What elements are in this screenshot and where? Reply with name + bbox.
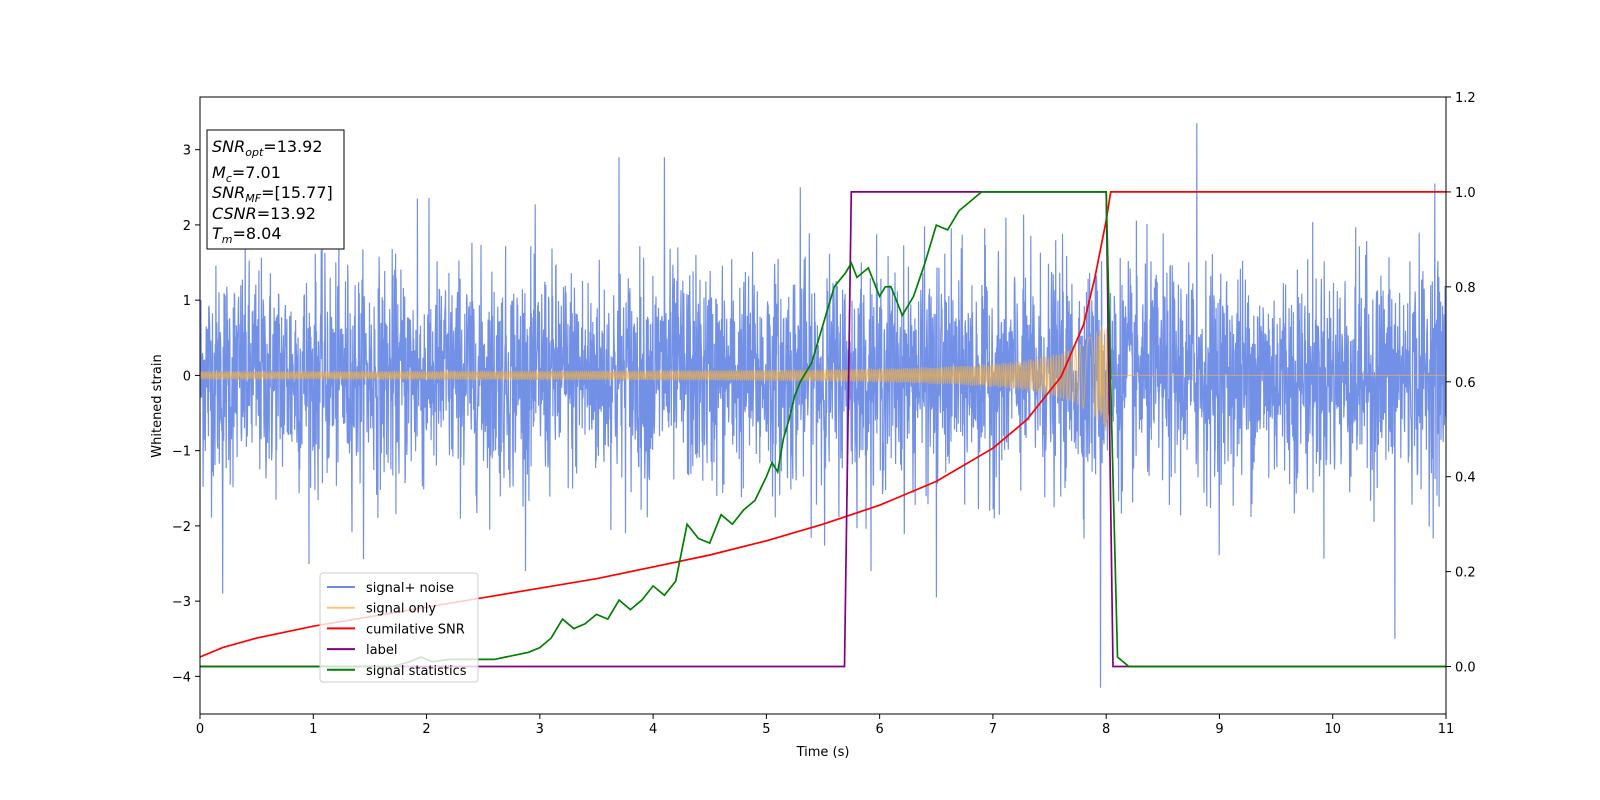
y-tick-label: −1: [172, 445, 191, 460]
annotation-csnr: CSNR=13.92: [212, 204, 316, 223]
y-axis-left: 3 2 1 0 −1 −2 −3 −4: [172, 144, 200, 685]
series-signal-statistics: [200, 191, 1446, 668]
y2-tick-label: 0.6: [1455, 376, 1476, 391]
plot-frame: [199, 96, 1447, 715]
y-axis-right: 0.0 0.2 0.4 0.6 0.8 1.0 1.2: [1446, 91, 1476, 676]
y2-tick-label: 0.4: [1455, 471, 1476, 486]
legend-label: signal statistics: [366, 664, 467, 679]
x-tick-label: 8: [1102, 722, 1110, 737]
y-tick-label: 1: [183, 294, 191, 309]
x-tick-label: 6: [875, 722, 883, 737]
x-tick-label: 1: [309, 722, 317, 737]
y-tick-label: 2: [183, 219, 191, 234]
x-axis: 0 1 2 3 4 5 6 7 8 9 10 11: [196, 714, 1454, 737]
y2-tick-label: 1.2: [1455, 91, 1476, 106]
legend: signal+ noise signal only cumilative SNR la…: [319, 572, 479, 683]
annotation-snr-mf: SNRMF=[15.77]: [212, 183, 333, 205]
annotation-mc: Mc=7.01: [212, 163, 281, 185]
x-tick-label: 10: [1324, 722, 1341, 737]
x-tick-label: 7: [989, 722, 997, 737]
y-tick-label: −4: [172, 670, 191, 685]
annotation-snr-opt: SNRopt=13.92: [212, 137, 323, 159]
legend-label: label: [366, 643, 397, 658]
x-tick-label: 0: [196, 722, 204, 737]
x-tick-label: 2: [422, 722, 430, 737]
x-tick-label: 9: [1215, 722, 1223, 737]
y2-tick-label: 0.0: [1455, 661, 1476, 676]
x-tick-label: 4: [649, 722, 657, 737]
y-tick-label: −2: [172, 520, 191, 535]
series-signal-only: [200, 323, 1446, 435]
legend-label: signal only: [366, 602, 436, 617]
annotation-box: SNRopt=13.92 Mc=7.01 SNRMF=[15.77] CSNR=…: [206, 129, 345, 250]
y-tick-label: −3: [172, 595, 191, 610]
x-tick-label: 5: [762, 722, 770, 737]
y2-tick-label: 0.2: [1455, 566, 1476, 581]
y-axis-title: Whitened strain: [150, 354, 165, 457]
y-tick-label: 3: [183, 144, 191, 159]
legend-label: signal+ noise: [366, 581, 454, 596]
annotation-tm: Tm=8.04: [212, 224, 282, 246]
legend-label: cumilative SNR: [366, 622, 465, 637]
x-tick-label: 11: [1438, 722, 1455, 737]
y2-tick-label: 0.8: [1455, 281, 1476, 296]
annotation-frame: [206, 129, 345, 250]
legend-frame: [319, 572, 479, 683]
y2-tick-label: 1.0: [1455, 186, 1476, 201]
x-tick-label: 3: [536, 722, 544, 737]
x-axis-title: Time (s): [796, 745, 850, 760]
y-tick-label: 0: [183, 369, 191, 384]
